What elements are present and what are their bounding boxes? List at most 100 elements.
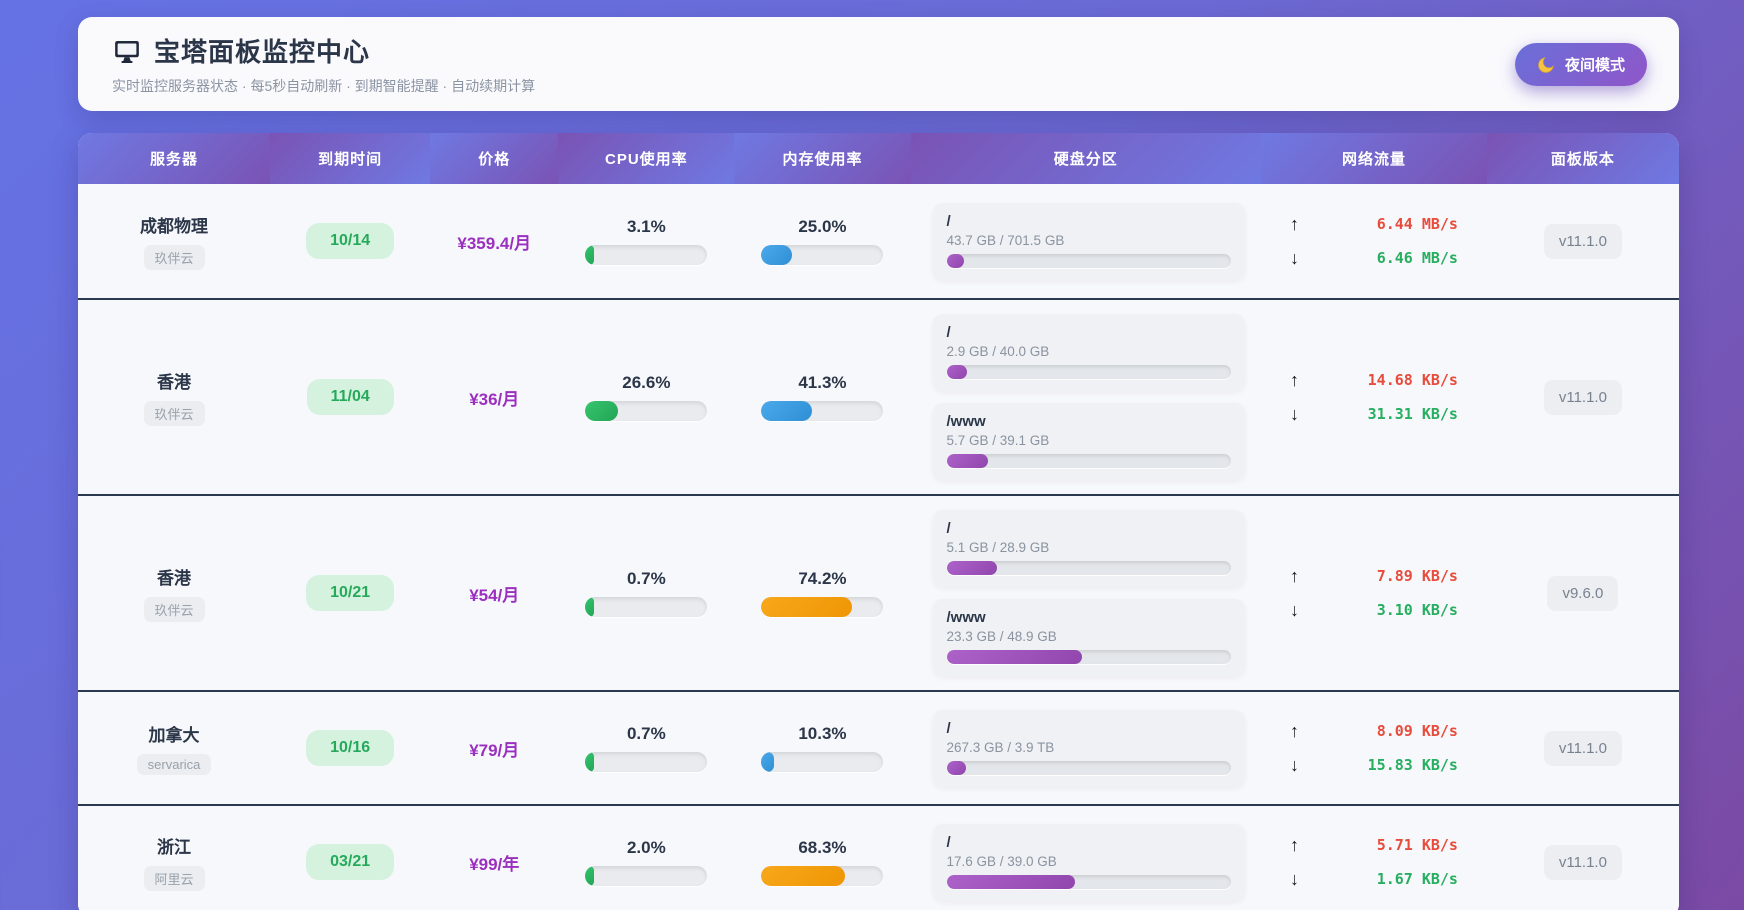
download-arrow-icon: ↓ — [1289, 404, 1299, 424]
upload-speed: 8.09 KB/s — [1376, 722, 1458, 740]
download-speed: 15.83 KB/s — [1367, 756, 1458, 774]
column-header: 服务器 — [78, 133, 271, 184]
panel-version-badge: v11.1.0 — [1543, 730, 1622, 766]
disk-mount-point: / — [946, 212, 951, 230]
panel-version-badge: v11.1.0 — [1543, 223, 1622, 259]
cpu-usage-fill — [585, 401, 618, 421]
cpu-usage-bar — [585, 597, 708, 617]
column-header: 硬盘分区 — [910, 133, 1262, 184]
cpu-percent-label: 2.0% — [626, 838, 666, 857]
memory-usage-fill — [761, 597, 852, 617]
expiry-badge: 03/21 — [306, 844, 395, 880]
disk-partition-card: / 43.7 GB / 701.5 GB — [932, 202, 1246, 280]
memory-percent-label: 41.3% — [798, 373, 847, 392]
server-name: 香港 — [157, 569, 192, 588]
column-header: 价格 — [430, 133, 559, 184]
provider-tag: servarica — [136, 754, 212, 775]
disk-cell: / 2.9 GB / 40.0 GB /www 5.7 GB / 39.1 GB — [911, 300, 1262, 494]
page-title: 宝塔面板监控中心 — [154, 37, 371, 67]
column-header: 面板版本 — [1486, 133, 1679, 184]
disk-usage-fill — [946, 454, 989, 468]
cpu-cell: 26.6% — [558, 300, 734, 494]
disk-partition-card: /www 5.7 GB / 39.1 GB — [932, 403, 1246, 480]
page-subtitle: 实时监控服务器状态 · 每5秒自动刷新 · 到期智能提醒 · 自动续期计算 — [112, 78, 536, 94]
upload-arrow-icon: ↑ — [1289, 835, 1299, 855]
version-cell: v11.1.0 — [1487, 692, 1679, 804]
network-cell: ↑ 6.44 MB/s ↓ 6.46 MB/s — [1261, 184, 1487, 298]
cpu-percent-label: 0.7% — [626, 569, 666, 588]
download-arrow-icon: ↓ — [1289, 600, 1299, 620]
table-row: 香港 玖伴云 11/04 ¥36/月 26.6% 41.3% / 2.9 GB … — [78, 298, 1679, 494]
disk-cell: / 17.6 GB / 39.0 GB — [911, 806, 1262, 910]
cpu-usage-fill — [585, 866, 595, 886]
panel-version-badge: v11.1.0 — [1543, 379, 1622, 415]
download-speed: 3.10 KB/s — [1376, 601, 1458, 619]
download-line: ↓ 15.83 KB/s — [1290, 756, 1458, 774]
price-cell: ¥36/月 — [430, 300, 558, 494]
table-row: 香港 玖伴云 10/21 ¥54/月 0.7% 74.2% / 5.1 GB /… — [78, 494, 1679, 690]
disk-mount-point: / — [946, 520, 951, 537]
price-text: ¥99/年 — [469, 854, 520, 874]
column-header: 内存使用率 — [734, 133, 911, 184]
disk-usage-text: 5.7 GB / 39.1 GB — [946, 433, 1050, 448]
column-header: CPU使用率 — [558, 133, 735, 184]
expiry-badge: 11/04 — [306, 379, 394, 415]
disk-usage-bar — [946, 650, 1232, 664]
upload-speed: 6.44 MB/s — [1376, 215, 1458, 233]
download-line: ↓ 3.10 KB/s — [1290, 601, 1458, 619]
table-row: 浙江 阿里云 03/21 ¥99/年 2.0% 68.3% / 17.6 GB … — [78, 804, 1679, 910]
expiry-cell: 10/14 — [270, 184, 430, 298]
memory-usage-fill — [761, 752, 774, 772]
memory-percent-label: 74.2% — [798, 569, 847, 588]
disk-usage-fill — [946, 561, 997, 575]
memory-cell: 74.2% — [734, 496, 910, 690]
cpu-usage-fill — [585, 752, 595, 772]
upload-line: ↑ 5.71 KB/s — [1290, 836, 1458, 854]
disk-mount-point: /www — [946, 609, 986, 626]
price-text: ¥36/月 — [469, 389, 520, 409]
disk-usage-text: 17.6 GB / 39.0 GB — [946, 853, 1057, 869]
panel-version-badge: v11.1.0 — [1543, 844, 1622, 880]
download-speed: 6.46 MB/s — [1376, 249, 1458, 267]
memory-percent-label: 25.0% — [798, 217, 847, 236]
memory-cell: 25.0% — [734, 184, 910, 298]
download-arrow-icon: ↓ — [1289, 869, 1299, 889]
upload-arrow-icon: ↑ — [1289, 721, 1299, 741]
cpu-usage-bar — [585, 245, 708, 265]
disk-usage-bar — [946, 365, 1232, 379]
panel-version-badge: v9.6.0 — [1547, 575, 1619, 611]
memory-usage-bar — [761, 245, 884, 265]
download-arrow-icon: ↓ — [1289, 248, 1299, 268]
download-line: ↓ 1.67 KB/s — [1290, 870, 1458, 888]
upload-line: ↑ 14.68 KB/s — [1290, 371, 1458, 389]
disk-usage-fill — [946, 365, 968, 379]
price-cell: ¥99/年 — [430, 806, 558, 910]
memory-cell: 68.3% — [734, 806, 910, 910]
memory-percent-label: 68.3% — [798, 838, 847, 857]
version-cell: v9.6.0 — [1487, 496, 1679, 690]
cpu-usage-fill — [585, 597, 595, 617]
night-mode-label: 夜间模式 — [1564, 56, 1625, 74]
expiry-badge: 10/16 — [306, 730, 395, 766]
network-cell: ↑ 7.89 KB/s ↓ 3.10 KB/s — [1261, 496, 1487, 690]
expiry-cell: 03/21 — [270, 806, 430, 910]
version-cell: v11.1.0 — [1487, 184, 1679, 298]
provider-tag: 玖伴云 — [143, 245, 205, 270]
night-mode-button[interactable]: 夜间模式 — [1514, 42, 1647, 86]
download-speed: 1.67 KB/s — [1376, 870, 1458, 888]
download-speed: 31.31 KB/s — [1367, 405, 1458, 423]
cpu-cell: 0.7% — [558, 692, 734, 804]
disk-cell: / 5.1 GB / 28.9 GB /www 23.3 GB / 48.9 G… — [911, 496, 1262, 690]
cpu-usage-bar — [585, 866, 708, 886]
memory-usage-fill — [761, 245, 792, 265]
cpu-cell: 0.7% — [558, 496, 734, 690]
memory-percent-label: 10.3% — [798, 724, 847, 743]
cpu-percent-label: 3.1% — [626, 217, 666, 236]
price-text: ¥79/月 — [469, 740, 520, 760]
memory-usage-fill — [761, 866, 845, 886]
cpu-usage-bar — [585, 401, 708, 421]
server-table: 服务器 到期时间 价格 CPU使用率 内存使用率 硬盘分区 网络流量 面板版本 成都物理 玖伴… — [78, 133, 1679, 910]
disk-usage-bar — [946, 454, 1232, 468]
expiry-cell: 10/21 — [270, 496, 430, 690]
server-cell: 浙江 阿里云 — [78, 806, 270, 910]
